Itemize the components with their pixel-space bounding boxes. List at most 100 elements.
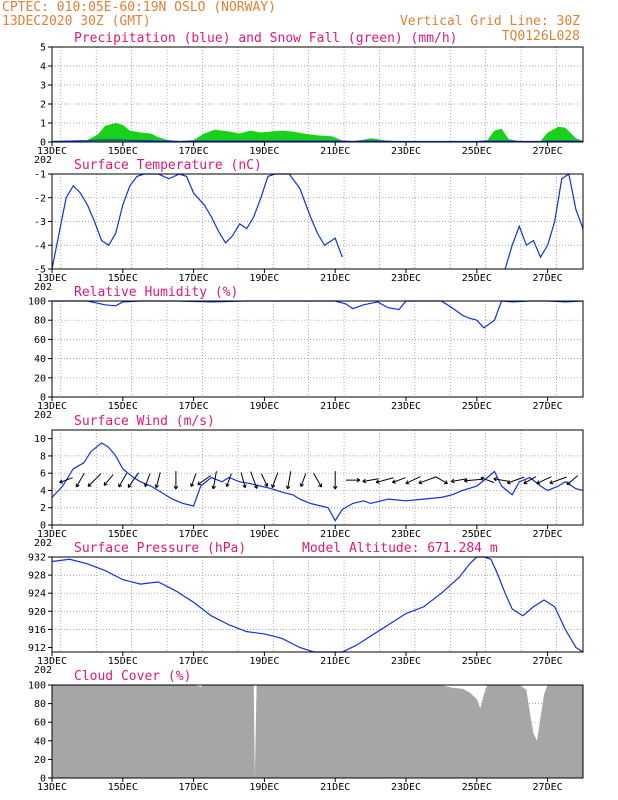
y-tick-label: 924 xyxy=(28,589,46,600)
wind-arrow xyxy=(144,473,151,488)
y-tick-label: 5 xyxy=(40,43,46,54)
y-tick-label: 8 xyxy=(40,451,46,462)
wind-arrow xyxy=(87,473,102,487)
wind-arrow xyxy=(375,477,394,484)
y-tick-label: -3 xyxy=(34,217,46,228)
y-tick-label: 40 xyxy=(34,736,46,747)
series-line-1 xyxy=(504,173,584,270)
x-tick-label: 19DEC xyxy=(249,401,279,412)
x-tick-label: 27DEC xyxy=(533,273,563,284)
x-tick-label: 23DEC xyxy=(391,656,421,667)
x-tick-label: 13DEC xyxy=(37,273,67,284)
y-tick-label: -1 xyxy=(34,170,46,181)
x-tick-label: 17DEC xyxy=(179,656,209,667)
x-tick-label: 21DEC xyxy=(320,146,350,157)
x-year-label: 202 xyxy=(34,410,52,421)
x-tick-label: 13DEC xyxy=(37,529,67,540)
x-tick-label: 15DEC xyxy=(108,656,138,667)
y-tick-label: 0 xyxy=(40,138,46,149)
y-tick-label: 40 xyxy=(34,354,46,365)
x-tick-label: 13DEC xyxy=(37,146,67,157)
y-tick-label: 0 xyxy=(40,393,46,404)
wind-arrow xyxy=(285,471,292,490)
x-tick-label: 23DEC xyxy=(391,529,421,540)
x-tick-label: 13DEC xyxy=(37,656,67,667)
series-line-0 xyxy=(52,300,584,329)
cloud-cover-area xyxy=(52,685,583,778)
y-tick-label: 0 xyxy=(40,521,46,532)
x-tick-label: 19DEC xyxy=(249,273,279,284)
wind-arrow xyxy=(435,476,448,485)
y-tick-label: 920 xyxy=(28,607,46,618)
x-tick-label: 23DEC xyxy=(391,782,421,793)
panel-frame xyxy=(51,429,584,526)
y-tick-label: 60 xyxy=(34,335,46,346)
wind-arrow xyxy=(250,471,259,489)
x-year-label: 202 xyxy=(34,282,52,293)
header-grid-note: Vertical Grid Line: 30Z xyxy=(400,14,580,29)
wind-arrow xyxy=(450,478,468,484)
y-tick-label: -5 xyxy=(34,265,46,276)
panel-1: -5 -4 -3 -2 -1 13DEC 15DEC 17DEC 19DEC 21DEC 23DEC… xyxy=(34,158,584,293)
wind-arrow xyxy=(75,472,85,488)
x-tick-label: 17DEC xyxy=(179,273,209,284)
panel-frame xyxy=(51,173,584,270)
y-tick-label: 20 xyxy=(34,755,46,766)
x-tick-label: 21DEC xyxy=(320,656,350,667)
wind-arrow xyxy=(154,472,161,489)
panel-frame xyxy=(51,46,584,143)
wind-arrow xyxy=(566,475,579,486)
panel-title: Precipitation (blue) and Snow Fall (gree… xyxy=(74,31,458,46)
x-tick-label: 21DEC xyxy=(320,782,350,793)
x-tick-label: 23DEC xyxy=(391,273,421,284)
header-model-code: TQ0126L028 xyxy=(502,29,580,44)
x-tick-label: 13DEC xyxy=(37,782,67,793)
x-tick-label: 19DEC xyxy=(249,656,279,667)
panel-5: 0 20 40 60 80 100 13DEC 15DEC 17DEC 19DEC 21DEC 23D… xyxy=(28,669,584,793)
panel-title: Relative Humidity (%) xyxy=(74,285,238,300)
x-tick-label: 21DEC xyxy=(320,401,350,412)
wind-arrow xyxy=(536,476,552,485)
panel-title: Surface Temperature (nC) xyxy=(74,158,262,173)
y-tick-label: 80 xyxy=(34,316,46,327)
wind-arrow xyxy=(332,471,338,490)
wind-arrow xyxy=(480,476,495,483)
wind-arrow xyxy=(313,472,323,488)
x-tick-label: 25DEC xyxy=(462,782,492,793)
y-tick-label: 6 xyxy=(40,469,46,480)
x-year-label: 202 xyxy=(34,155,52,166)
x-tick-label: 25DEC xyxy=(462,529,492,540)
y-tick-label: 100 xyxy=(28,297,46,308)
x-tick-label: 27DEC xyxy=(533,401,563,412)
wind-arrow xyxy=(190,473,197,488)
x-tick-label: 19DEC xyxy=(249,782,279,793)
x-tick-label: 21DEC xyxy=(320,273,350,284)
wind-arrow xyxy=(271,472,279,488)
y-tick-label: 0 xyxy=(40,774,46,785)
panel-2: 0 20 40 60 80 100 13DEC 15DEC 17DEC 19DEC 21DEC 23D… xyxy=(28,285,584,421)
wind-arrow xyxy=(506,476,525,485)
x-tick-label: 23DEC xyxy=(391,401,421,412)
x-tick-label: 25DEC xyxy=(462,146,492,157)
wind-arrow xyxy=(225,473,232,488)
wind-arrow xyxy=(59,477,73,484)
y-tick-label: 100 xyxy=(28,681,46,692)
wind-arrow xyxy=(362,478,379,484)
wind-arrow xyxy=(493,476,510,482)
x-tick-label: 15DEC xyxy=(108,529,138,540)
y-tick-label: 928 xyxy=(28,571,46,582)
x-tick-label: 17DEC xyxy=(179,146,209,157)
x-tick-label: 19DEC xyxy=(249,146,279,157)
header-location: CPTEC: 010:05E-60:19N OSLO (NORWAY) xyxy=(2,0,276,15)
wind-arrow xyxy=(299,473,307,488)
wind-arrow xyxy=(118,472,128,488)
wind-arrow xyxy=(405,476,421,485)
x-tick-label: 15DEC xyxy=(108,273,138,284)
y-tick-label: 10 xyxy=(34,434,46,445)
y-tick-label: 20 xyxy=(34,373,46,384)
x-tick-label: 27DEC xyxy=(533,782,563,793)
model-altitude-label: Model Altitude: 671.284 m xyxy=(302,541,498,556)
x-year-label: 202 xyxy=(34,538,52,549)
x-tick-label: 23DEC xyxy=(391,146,421,157)
